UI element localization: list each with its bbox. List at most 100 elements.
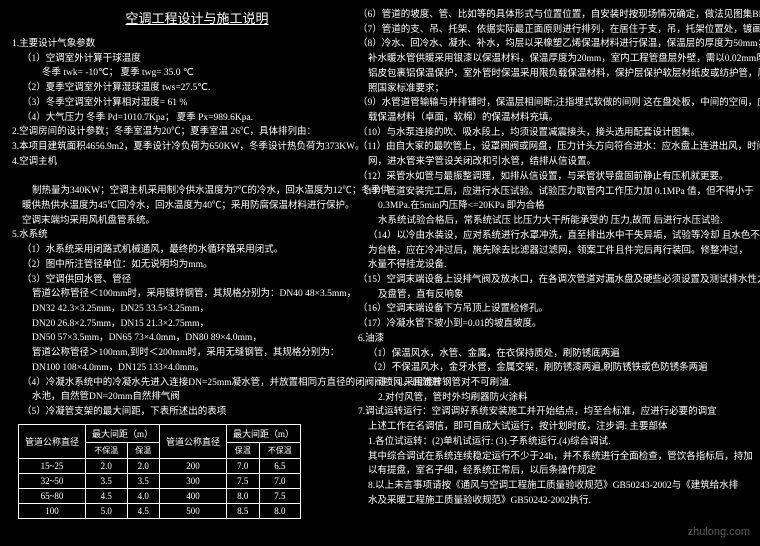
- table-subheader: 不保温: [259, 442, 301, 458]
- text-line: 以有提盘，室名子细，经系统正常后，以后条操作规定: [358, 464, 732, 479]
- text-line: （3）冬季空调室外计算相对湿度= 61 %: [12, 96, 342, 111]
- left-column: 空调工程设计与施工说明 1.主要设计气象参数（1）空调室外计算干球温度冬季 tw…: [12, 8, 352, 519]
- text-line: 上述工作在名调信，即可自成大试运行，按计划时成，注步调: 主要部体: [358, 420, 732, 435]
- table-subheader: 保温: [127, 442, 160, 458]
- text-line: （2）夏季空调室外计算湿球温度 tws=27.5℃.: [12, 81, 342, 96]
- text-line: （12）采管水如管与最振整调理，如排从信设置，与采管状导盘固前静止有压机就更要。: [358, 170, 732, 185]
- text-line: 水系统试验合格后，常系统试压 比压力大干所能承受的 压力,故而 后进行水压试验.: [358, 214, 732, 229]
- table-header: 最大间距（m）: [227, 424, 301, 442]
- text-line: （2）不保温风水，金牙水管，金属交架，刷防锈漆两遍,刷防锈铁或色防锈条两遍: [358, 361, 732, 376]
- text-line: 水及采暖工程施工质量验收规范》GB50242-2002执行.: [358, 494, 732, 509]
- text-line: （11）由自大家的最吹管上，设罩阀阀或网盘，压力计头方向符合进水：应水盘上连进出…: [358, 140, 732, 155]
- text-line: 2.对付风管，管时外均刷器防火涂料: [358, 391, 732, 406]
- text-line: （9）水管道管输输与并排铺时，保温层相间断;注指埋式软做的间则 这在盘处板，中间…: [358, 96, 732, 111]
- text-line: 照国家标准要求；: [358, 82, 732, 97]
- text-line: 补水暖水管供暖采用银漆以保温材料，保温厚度为20mm，室内工程管盘层外壁，需以0…: [358, 52, 732, 67]
- text-line: 3.本项目建筑面积4656.9m2，夏季设计冷负荷为650KW，冬季设计热负荷为…: [12, 140, 342, 155]
- text-line: 5.水系统: [12, 228, 342, 243]
- document-title: 空调工程设计与施工说明: [52, 8, 342, 27]
- table-cell: 2.0: [86, 458, 127, 473]
- document-container: 空调工程设计与施工说明 1.主要设计气象参数（1）空调室外计算干球温度冬季 tw…: [0, 0, 760, 527]
- text-line: DN32 42.3×3.25mm，DN25 33.5×3.25mm，: [12, 302, 342, 317]
- text-line: （1）空调室外计算干球温度: [12, 52, 342, 67]
- text-line: DN50 57×3.5mm，DN65 73×4.0mm，DN80 89×4.0m…: [12, 331, 342, 346]
- text-line: （7）管道的支、吊、托架、依据实际最正面原则进行排列，在居住于支，吊，托架位置处…: [358, 23, 732, 38]
- text-line: （16）空调末端设备下方吊顶上设置检修孔。: [358, 302, 732, 317]
- text-line: （17）冷凝水管下坡小到=0.01的坡直坡度。: [358, 317, 732, 332]
- table-subheader: 保温: [227, 442, 260, 458]
- text-line: （8）冷水、回冷水、凝水、补水，均层以采橡塑乙烯保温材料进行保温，保温层的厚度为…: [358, 37, 732, 52]
- table-subheader: 不保温: [86, 442, 127, 458]
- text-line: （1）保温风水，水管、金属，在衣保持质处，刷防锈底两遍: [358, 347, 732, 362]
- text-line: 管道公称管径＜100mm时，采用镀锌钢管，其规格分别为：DN40 48×3.5m…: [12, 287, 342, 302]
- table-header: 管道公称直径: [160, 424, 227, 458]
- table-cell: 7.5: [259, 488, 301, 503]
- right-content: （6）管道的坡度、管、比如等的具体形式与位置位置，自安装时按现场情况确定，做法见…: [358, 8, 732, 508]
- table-cell: 5.0: [86, 503, 127, 518]
- table-cell: 4.5: [86, 488, 127, 503]
- text-line: 管道公称管径＞100mm,到时＜200mm时，采用无缝钢管，其规格分别为：: [12, 346, 342, 361]
- text-line: （10）与水泵连接的吹、吸水段上，均须设置减震接头，接头选用配套设计图集。: [358, 126, 732, 141]
- table-cell: 200: [160, 458, 227, 473]
- text-line: 水池，自然管DN=20mm自然排气阀: [12, 390, 342, 405]
- text-line: （2）图中所注管径单位：如无说明均为mm。: [12, 258, 342, 273]
- table-row: 15~252.02.02007.06.5: [19, 458, 301, 473]
- table-header: 管道公称直径: [19, 424, 86, 458]
- table-header: 最大间距（m）: [86, 424, 160, 442]
- text-line: 0.3MPa.在5min内压降<=20KPa 即为合格: [358, 199, 732, 214]
- table-row: 1005.04.55008.58.0: [19, 503, 301, 518]
- table-cell: 7.5: [227, 473, 260, 488]
- text-line: （6）管道的坡度、管、比如等的具体形式与位置位置，自安装时按现场情况确定，做法见…: [358, 8, 732, 23]
- text-line: 2.空调房间的设计参数；冬季室温为20℃；夏季室温 26℃，具体排列由：: [12, 125, 342, 140]
- text-line: 载保温材料（卓面，软棉）的保温材料充填。: [358, 111, 732, 126]
- table-cell: 400: [160, 488, 227, 503]
- watermark: zhulong.com: [688, 526, 750, 538]
- text-line: 网，进水管来学管设关闭改和引水管，结排从信设置。: [358, 155, 732, 170]
- table-cell: 8.5: [227, 503, 260, 518]
- text-line: 冬季 twk= -10℃； 夏季 twg= 35.0 ℃: [12, 66, 342, 81]
- text-line: （4）冷凝水系统中的冷凝水先进入连接DN=25mm凝水管，并放置相同方直径的闭阀…: [12, 376, 342, 391]
- table-cell: 7.0: [259, 473, 301, 488]
- table-cell: 4.0: [127, 488, 160, 503]
- text-line: 8.以上未言事项请按《通风与空调工程施工质量验收规范》GB50243-2002与…: [358, 479, 732, 494]
- text-line: 注：1.采用镀锌钢管对不可刷油.: [358, 376, 732, 391]
- text-line: 暖供热供水温度为45℃回冷水，回水温度为40℃；采用防腐保温材料进行保护。: [12, 199, 342, 214]
- table-cell: 32~50: [19, 473, 86, 488]
- text-line: 其中综合调试在系统连续稳定运行不少于24h，并不系统进行全面检查，管饮各指标后，…: [358, 450, 732, 465]
- table-cell: 7.0: [227, 458, 260, 473]
- text-line: 水量不得挂龙设备.: [358, 258, 732, 273]
- table-cell: 65~80: [19, 488, 86, 503]
- text-line: 及盘管，直有反响象: [358, 288, 732, 303]
- text-line: DN100 108×4.0mm，DN125 133×4.0mm。: [12, 361, 342, 376]
- text-line: [12, 169, 342, 184]
- text-line: 为台格，应在冷冲过后，施先除去比滤器过滤网，领案工件且件完后再行装回。修整冲过，: [358, 244, 732, 259]
- text-line: 铝皮包裹铝保温保护，室外管时保温采用限负载保温材料，保护层保护软层材纸皮或纺护管…: [358, 67, 732, 82]
- table-cell: 8.0: [227, 488, 260, 503]
- text-line: 1.各位试运转：(2)单机试运行: (3).子系统运行.(4)综合调试.: [358, 435, 732, 450]
- text-line: 制热量为340KW；空调主机采用制冷供水温度为7℃的冷水，回水温度为12℃；冬季…: [12, 184, 342, 199]
- text-line: 空调末端均采用风机盘管系统。: [12, 214, 342, 229]
- table-cell: 2.0: [127, 458, 160, 473]
- text-line: DN20 26.8×2.75mm，DN15 21.3×2.75mm，: [12, 317, 342, 332]
- table-row: 65~804.54.04008.07.5: [19, 488, 301, 503]
- text-line: （14）以冷由水装设，应对系统进行水罩冲洗，直至排出水中干失异垢，试验等冷却 且…: [358, 229, 732, 244]
- text-line: （5）冷凝管支架的最大间距，下表所述出的表项: [12, 405, 342, 420]
- table-cell: 300: [160, 473, 227, 488]
- table-cell: 6.5: [259, 458, 301, 473]
- text-line: 4.空调主机: [12, 155, 342, 170]
- table-cell: 100: [19, 503, 86, 518]
- text-line: （1）水系统采用闭路式机械通风，最终的水循环路采用闭式。: [12, 243, 342, 258]
- left-content: 1.主要设计气象参数（1）空调室外计算干球温度冬季 twk= -10℃； 夏季 …: [12, 37, 342, 420]
- table-cell: 500: [160, 503, 227, 518]
- table-cell: 15~25: [19, 458, 86, 473]
- text-line: （13）管道安装完工后，应进行水压试验。试验压力取管内工作压力加 0.1MPa …: [358, 185, 732, 200]
- table-cell: 8.0: [259, 503, 301, 518]
- text-line: （4）大气压力 冬季 Pd=1010.7Kpa； 夏季 Px=989.6Kpa.: [12, 111, 342, 126]
- table-row: 32~503.53.53007.57.0: [19, 473, 301, 488]
- table-cell: 3.5: [127, 473, 160, 488]
- text-line: 7.调试运转运行：空调调好系统安装施工并开始结点，均至合标准，应进行必要的调宜: [358, 405, 732, 420]
- text-line: （15）空调末端设备上设排气阀及放水口，在各调次管道对漏水盘及硬些必须设置及测试…: [358, 273, 732, 288]
- table-cell: 3.5: [86, 473, 127, 488]
- text-line: 6.油漆: [358, 332, 732, 347]
- right-column: （6）管道的坡度、管、比如等的具体形式与位置位置，自安装时按现场情况确定，做法见…: [352, 8, 732, 519]
